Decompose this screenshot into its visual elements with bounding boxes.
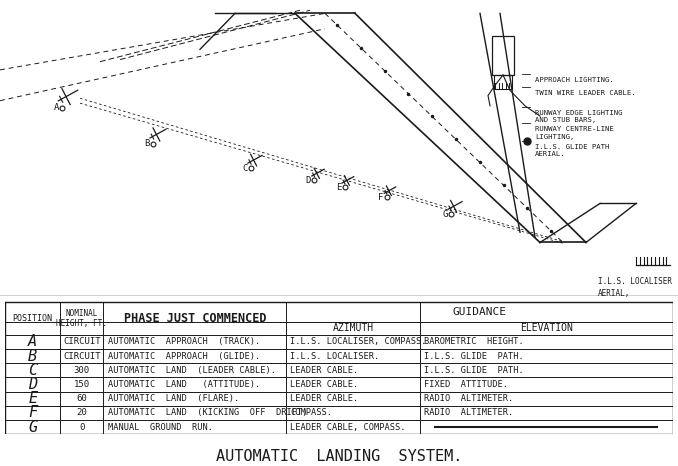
Text: D: D — [28, 377, 37, 392]
Text: AUTOMATIC  LAND  (LEADER CABLE).: AUTOMATIC LAND (LEADER CABLE). — [108, 366, 275, 375]
Text: I.L.S. LOCALISER.: I.L.S. LOCALISER. — [290, 351, 380, 361]
Text: AZIMUTH: AZIMUTH — [333, 323, 374, 333]
Bar — [492, 36, 514, 75]
Text: I.L.S. GLIDE  PATH.: I.L.S. GLIDE PATH. — [424, 366, 523, 375]
Text: F: F — [28, 405, 37, 420]
Text: MANUAL  GROUND  RUN.: MANUAL GROUND RUN. — [108, 423, 212, 432]
Bar — [494, 75, 512, 89]
Text: 60: 60 — [77, 394, 87, 403]
Text: NOMINAL
HEIGHT, FT.: NOMINAL HEIGHT, FT. — [56, 308, 107, 328]
Text: RUNWAY CENTRE-LINE
LIGHTING,: RUNWAY CENTRE-LINE LIGHTING, — [535, 126, 614, 140]
Text: RUNWAY EDGE LIGHTING
AND STUB BARS,: RUNWAY EDGE LIGHTING AND STUB BARS, — [535, 110, 622, 123]
Text: 0: 0 — [79, 423, 85, 432]
Text: G: G — [442, 210, 447, 219]
Text: D: D — [306, 176, 311, 185]
Text: TWIN WIRE LEADER CABLE.: TWIN WIRE LEADER CABLE. — [535, 90, 636, 96]
Text: LEADER CABLE.: LEADER CABLE. — [290, 380, 359, 389]
Text: I.L.S. LOCALISER
AERIAL,: I.L.S. LOCALISER AERIAL, — [598, 277, 672, 297]
Text: E: E — [336, 183, 341, 192]
Text: E: E — [28, 391, 37, 406]
Text: BAROMETRIC  HEIGHT.: BAROMETRIC HEIGHT. — [424, 337, 523, 346]
Text: LEADER CABLE.: LEADER CABLE. — [290, 366, 359, 375]
Text: AUTOMATIC  LANDING  SYSTEM.: AUTOMATIC LANDING SYSTEM. — [216, 449, 462, 464]
Text: AUTOMATIC  LAND  (KICKING  OFF  DRIFT): AUTOMATIC LAND (KICKING OFF DRIFT) — [108, 409, 307, 418]
Text: COMPASS.: COMPASS. — [290, 409, 332, 418]
Text: RADIO  ALTIMETER.: RADIO ALTIMETER. — [424, 409, 513, 418]
Text: AUTOMATIC  LAND   (ATTITUDE).: AUTOMATIC LAND (ATTITUDE). — [108, 380, 260, 389]
Text: 150: 150 — [74, 380, 89, 389]
Text: AUTOMATIC  APPROACH  (TRACK).: AUTOMATIC APPROACH (TRACK). — [108, 337, 260, 346]
Text: POSITION: POSITION — [13, 314, 53, 323]
Text: ELEVATION: ELEVATION — [520, 323, 573, 333]
Text: AUTOMATIC  APPROACH  (GLIDE).: AUTOMATIC APPROACH (GLIDE). — [108, 351, 260, 361]
Text: I.L.S. GLIDE PATH
AERIAL.: I.L.S. GLIDE PATH AERIAL. — [535, 144, 610, 158]
Text: A: A — [28, 334, 37, 350]
Text: I.L.S. GLIDE  PATH.: I.L.S. GLIDE PATH. — [424, 351, 523, 361]
Text: F: F — [378, 193, 383, 202]
Text: 20: 20 — [77, 409, 87, 418]
Text: A: A — [54, 103, 59, 112]
Text: I.L.S. LOCALISER, COMPASS.: I.L.S. LOCALISER, COMPASS. — [290, 337, 427, 346]
Text: APPROACH LIGHTING.: APPROACH LIGHTING. — [535, 77, 614, 83]
Text: FIXED  ATTITUDE.: FIXED ATTITUDE. — [424, 380, 508, 389]
Text: B: B — [144, 139, 150, 148]
Text: LEADER CABLE.: LEADER CABLE. — [290, 394, 359, 403]
Text: B: B — [28, 349, 37, 363]
Text: GUIDANCE: GUIDANCE — [452, 307, 506, 317]
Text: AUTOMATIC  LAND  (FLARE).: AUTOMATIC LAND (FLARE). — [108, 394, 239, 403]
Text: C: C — [28, 363, 37, 378]
Text: 300: 300 — [74, 366, 89, 375]
Text: G: G — [28, 420, 37, 435]
Text: LEADER CABLE, COMPASS.: LEADER CABLE, COMPASS. — [290, 423, 406, 432]
Text: CIRCUIT: CIRCUIT — [63, 351, 100, 361]
Text: C: C — [242, 164, 247, 172]
Text: CIRCUIT: CIRCUIT — [63, 337, 100, 346]
Text: PHASE JUST COMMENCED: PHASE JUST COMMENCED — [123, 312, 266, 325]
Text: RADIO  ALTIMETER.: RADIO ALTIMETER. — [424, 394, 513, 403]
